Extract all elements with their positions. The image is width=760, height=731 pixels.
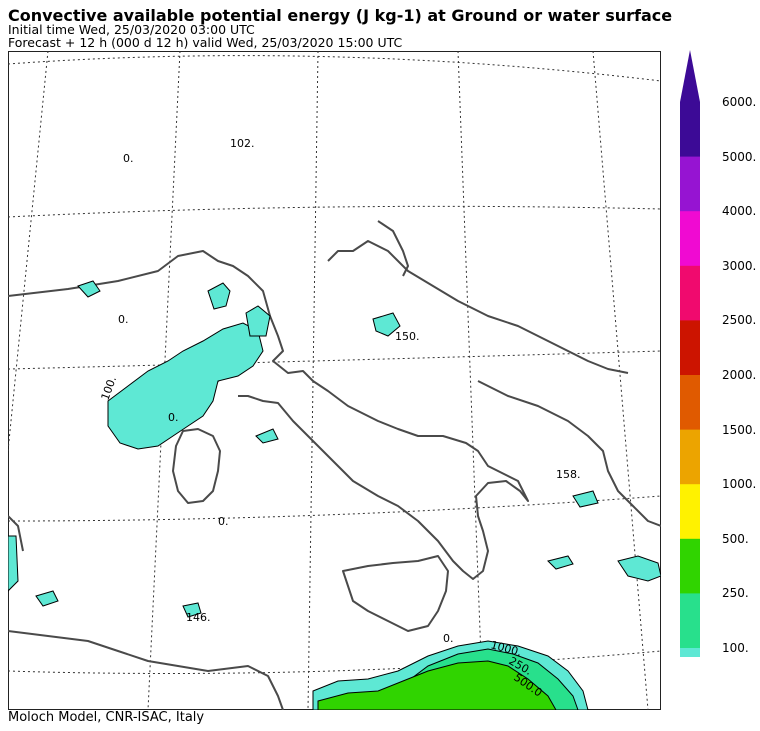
contour-label: 0. bbox=[218, 515, 229, 528]
cape-map: 0. 102. 0. 150. 100. 0. 0. 158. 146. 0. … bbox=[8, 51, 661, 710]
colorbar-segment bbox=[680, 538, 700, 594]
contour-label: 0. bbox=[123, 152, 134, 165]
colorbar-label: 1000. bbox=[722, 477, 757, 492]
colorbar-label: 5000. bbox=[722, 149, 757, 164]
model-credit: Moloch Model, CNR-ISAC, Italy bbox=[8, 710, 205, 725]
colorbar-label: 2500. bbox=[722, 313, 757, 328]
colorbar-segment bbox=[680, 211, 700, 267]
colorbar-segment bbox=[680, 429, 700, 485]
colorbar-segment bbox=[680, 484, 700, 540]
coastlines bbox=[8, 220, 661, 710]
colorbar-label: 2000. bbox=[722, 368, 757, 382]
colorbar-segment bbox=[680, 320, 700, 376]
colorbar-label: 100. bbox=[722, 641, 749, 655]
contour-label: 150. bbox=[395, 330, 420, 343]
graticule bbox=[8, 51, 661, 710]
colorbar-label: 6000. bbox=[722, 95, 757, 109]
contour-label: 0. bbox=[168, 411, 179, 424]
contour-label: 0. bbox=[443, 632, 454, 645]
contour-label: 146. bbox=[186, 611, 211, 624]
contour-label: 102. bbox=[230, 137, 255, 150]
colorbar-label: 250. bbox=[722, 586, 749, 601]
colorbar-segment bbox=[680, 265, 700, 321]
colorbar-label: 4000. bbox=[722, 204, 757, 219]
colorbar-label: 3000. bbox=[722, 258, 757, 273]
map-title: Convective available potential energy (J… bbox=[8, 6, 673, 25]
forecast-valid-time: Forecast + 12 h (000 d 12 h) valid Wed, … bbox=[8, 35, 403, 50]
cape-contours bbox=[8, 280, 661, 710]
colorbar-segment bbox=[680, 648, 700, 657]
contour-label: 0. bbox=[118, 313, 129, 326]
initial-time: Initial time Wed, 25/03/2020 03:00 UTC bbox=[8, 22, 255, 37]
colorbar-label: 1500. bbox=[722, 422, 757, 437]
colorbar-segment bbox=[680, 156, 700, 212]
colorbar bbox=[680, 50, 700, 657]
colorbar-segment bbox=[680, 593, 700, 649]
colorbar-segment bbox=[680, 375, 700, 431]
contour-label: 158. bbox=[556, 468, 581, 481]
colorbar-label: 500. bbox=[722, 531, 749, 546]
colorbar-segment bbox=[680, 102, 700, 158]
colorbar-arrow bbox=[680, 50, 700, 102]
